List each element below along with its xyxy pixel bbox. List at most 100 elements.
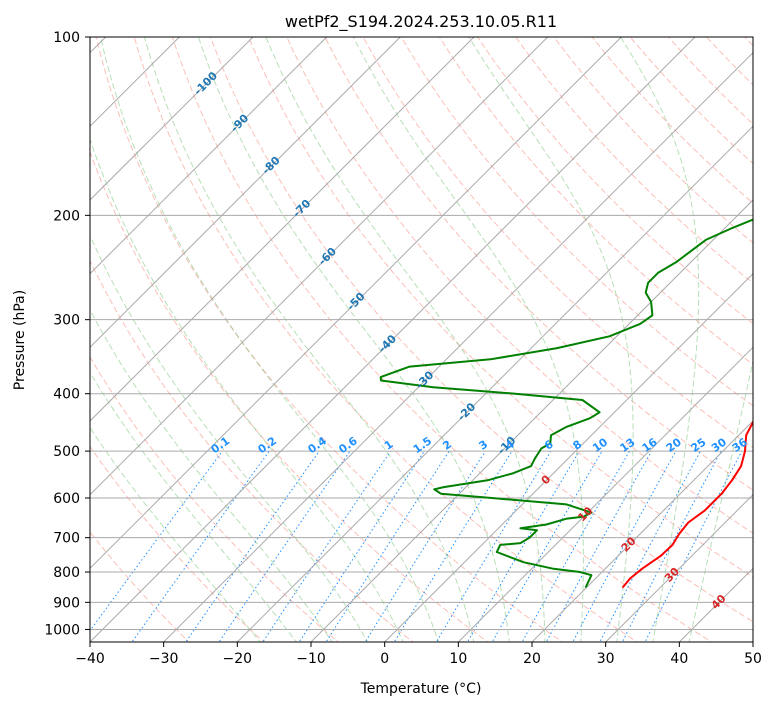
mixing-ratio-label: 3 (477, 438, 491, 453)
x-tick-label: 20 (523, 651, 541, 667)
mixing-ratio-label: 0.4 (306, 434, 330, 456)
mixing-ratio-label: 36 (730, 435, 750, 455)
mixing-ratio-line (218, 450, 351, 642)
dry-adiabat-line (90, 259, 414, 642)
isotherm-line (236, 125, 753, 642)
dry-adiabat-line (400, 37, 753, 407)
series-line-dewpoint (379, 218, 753, 589)
mixing-ratio-line (393, 450, 513, 642)
moist-adiabat-line (90, 308, 333, 642)
mixing-ratio-line (298, 450, 425, 642)
dry-adiabat-line (629, 37, 753, 165)
isotherm-line (90, 37, 622, 570)
x-tick-label: −30 (149, 651, 179, 667)
y-tick-label: 1000 (44, 622, 80, 638)
y-tick-label: 400 (53, 387, 80, 403)
y-tick-label: 900 (53, 595, 80, 611)
x-tick-label: −10 (296, 651, 326, 667)
sounding-profiles (379, 218, 753, 589)
x-tick-label: 10 (449, 651, 467, 667)
y-tick-label: 800 (53, 565, 80, 581)
dry-adiabat-line (90, 356, 340, 642)
isotherm-line (457, 346, 753, 642)
isobar-gridlines (90, 37, 753, 630)
mixing-ratio-lines (90, 450, 743, 642)
x-tick-label: 40 (670, 651, 688, 667)
x-tick-label: 50 (744, 651, 762, 667)
y-tick-label: 300 (53, 313, 80, 329)
mixing-ratio-label: 20 (664, 435, 684, 455)
dry-adiabat-line (324, 37, 753, 491)
isotherm-line (752, 641, 753, 642)
mixing-ratio-label: 1.5 (411, 434, 434, 456)
mixing-ratio-label: 0.1 (209, 434, 232, 456)
moist-adiabat-line (90, 371, 297, 642)
isotherm-line (90, 37, 475, 422)
moist-adiabat-line (265, 37, 546, 642)
dry-adiabat-line (515, 37, 753, 284)
mixing-ratio-line (621, 450, 722, 642)
y-axis-ticks: 1000 900 800 700 600 500 400 300 200 100 (44, 30, 90, 638)
moist-adiabat-line (197, 37, 510, 642)
isotherm-label: 10 (575, 504, 595, 524)
mixing-ratio-label: 30 (709, 435, 729, 455)
y-tick-label: 700 (53, 531, 80, 547)
isotherm-line (90, 37, 254, 201)
plot-frame (89, 36, 754, 643)
mixing-ratio-label: 2 (440, 438, 454, 453)
dry-adiabat-line (90, 445, 265, 642)
mixing-ratio-label: 6 (542, 438, 556, 453)
isotherm-line (384, 272, 753, 642)
isotherm-line (678, 567, 753, 642)
chart-title: wetPf2_S194.2024.253.10.05.R11 (285, 12, 557, 32)
isotherm-line (605, 493, 753, 642)
dry-adiabat-line (770, 24, 775, 645)
mixing-ratio-line (90, 450, 223, 632)
mixing-ratio-label: 0.6 (336, 434, 360, 456)
mixing-ratio-line (572, 450, 677, 642)
x-axis-title: Temperature (°C) (360, 681, 482, 697)
moist-adiabat-line (90, 137, 404, 642)
mixing-ratio-line (466, 450, 580, 642)
mixing-ratio-labels: 0.1 0.2 0.4 0.6 1 1.5 2 3 4 6 8 10 13 16 20 25 30 36 (209, 434, 750, 456)
x-tick-label: −20 (223, 651, 253, 667)
isotherm-line (90, 37, 328, 275)
dry-adiabat-line (667, 37, 753, 125)
y-tick-label: 500 (53, 444, 80, 460)
moist-adiabat-line (90, 234, 369, 642)
isotherm-line (90, 37, 696, 642)
x-tick-label: −40 (75, 651, 105, 667)
y-axis-title: Pressure (hPa) (12, 290, 28, 390)
dry-adiabat-line (90, 531, 190, 642)
moist-adiabat-line (620, 37, 700, 642)
mixing-ratio-line (599, 450, 701, 642)
dry-adiabat-line (90, 150, 489, 642)
x-tick-label: 0 (380, 651, 389, 667)
mixing-ratio-line (131, 450, 270, 642)
mixing-ratio-label: 25 (689, 436, 709, 455)
isotherm-line (310, 199, 753, 642)
mixing-ratio-line (644, 450, 743, 642)
mixing-ratio-line (185, 450, 320, 642)
dry-adiabat-line (248, 37, 753, 578)
x-tick-label: 30 (597, 651, 615, 667)
dry-adiabat-line (286, 37, 753, 534)
y-tick-label: 100 (53, 30, 80, 46)
moist-adiabat-line (143, 37, 475, 642)
mixing-ratio-label: 1 (382, 438, 396, 453)
plot-area: -100-90-80-70-60-50-40-30-20-10010203040… (90, 24, 775, 645)
mixing-ratio-line (262, 450, 392, 642)
isotherm-line (531, 420, 753, 642)
mixing-ratio-label: 16 (640, 435, 660, 455)
y-tick-label: 600 (53, 491, 80, 507)
dry-adiabat-line (744, 37, 753, 47)
dry-adiabat-line (209, 37, 753, 623)
x-axis-ticks: −40 −30 −20 −10 0 10 20 30 40 50 (75, 642, 762, 667)
series-line-temperature (621, 420, 753, 589)
moist-adiabat-line (352, 37, 584, 642)
dry-adiabat-line (705, 37, 753, 86)
moist-adiabat-line (688, 358, 753, 642)
y-tick-label: 200 (53, 208, 80, 224)
